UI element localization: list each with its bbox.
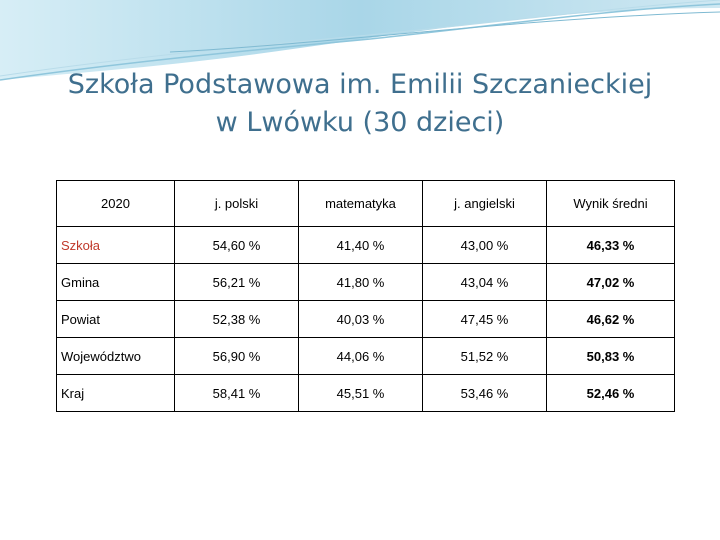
slide-title: Szkoła Podstawowa im. Emilii Szczaniecki… [40, 66, 680, 142]
cell-math: 44,06 % [298, 337, 423, 375]
row-label: Gmina [56, 263, 175, 301]
cell-polish: 56,90 % [174, 337, 299, 375]
row-label: Województwo [56, 337, 175, 375]
table-row: Szkoła 54,60 % 41,40 % 43,00 % 46,33 % [56, 226, 675, 264]
cell-math: 41,40 % [298, 226, 423, 264]
header-math: matematyka [298, 180, 423, 227]
header-english: j. angielski [422, 180, 547, 227]
cell-average: 47,02 % [546, 263, 675, 301]
header-polish: j. polski [174, 180, 299, 227]
title-line-1: Szkoła Podstawowa im. Emilii Szczaniecki… [67, 69, 653, 100]
cell-polish: 58,41 % [174, 374, 299, 412]
table-header-row: 2020 j. polski matematyka j. angielski W… [56, 180, 675, 227]
row-label: Szkoła [56, 226, 175, 264]
table-row: Powiat 52,38 % 40,03 % 47,45 % 46,62 % [56, 300, 675, 338]
results-table: 2020 j. polski matematyka j. angielski W… [56, 180, 675, 412]
cell-average: 52,46 % [546, 374, 675, 412]
cell-math: 41,80 % [298, 263, 423, 301]
header-year: 2020 [56, 180, 175, 227]
cell-polish: 54,60 % [174, 226, 299, 264]
cell-english: 43,04 % [422, 263, 547, 301]
table-row: Województwo 56,90 % 44,06 % 51,52 % 50,8… [56, 337, 675, 375]
title-line-2: w Lwówku (30 dzieci) [215, 107, 505, 138]
cell-english: 43,00 % [422, 226, 547, 264]
cell-polish: 56,21 % [174, 263, 299, 301]
cell-english: 53,46 % [422, 374, 547, 412]
cell-math: 45,51 % [298, 374, 423, 412]
cell-average: 46,33 % [546, 226, 675, 264]
table-row: Kraj 58,41 % 45,51 % 53,46 % 52,46 % [56, 374, 675, 412]
decorative-wave-banner [0, 0, 720, 81]
header-average: Wynik średni [546, 180, 675, 227]
table-row: Gmina 56,21 % 41,80 % 43,04 % 47,02 % [56, 263, 675, 301]
cell-math: 40,03 % [298, 300, 423, 338]
row-label: Powiat [56, 300, 175, 338]
cell-average: 46,62 % [546, 300, 675, 338]
cell-average: 50,83 % [546, 337, 675, 375]
cell-polish: 52,38 % [174, 300, 299, 338]
row-label: Kraj [56, 374, 175, 412]
cell-english: 51,52 % [422, 337, 547, 375]
cell-english: 47,45 % [422, 300, 547, 338]
